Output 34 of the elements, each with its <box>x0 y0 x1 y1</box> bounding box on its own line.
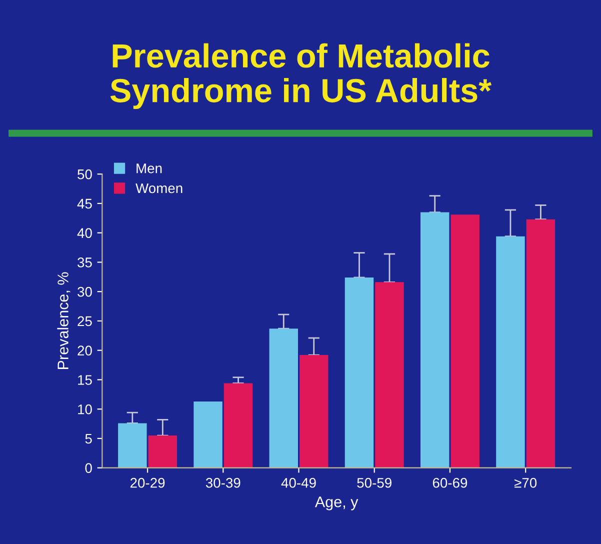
bar <box>375 282 404 468</box>
y-tick-label: 5 <box>85 434 92 444</box>
x-tick-label: 20-29 <box>130 478 165 488</box>
y-tick-label: 20 <box>78 346 92 356</box>
bar <box>300 355 328 468</box>
x-tick-label: 50-59 <box>357 478 392 488</box>
y-tick-label: 30 <box>78 286 92 297</box>
y-tick-label: 15 <box>78 375 92 385</box>
y-tick-label: 50 <box>78 169 92 180</box>
bar <box>450 214 480 468</box>
y-tick-label: 25 <box>78 316 92 326</box>
x-tick-label: 40-49 <box>281 478 316 488</box>
x-tick-label: 30-39 <box>206 478 240 488</box>
bar <box>344 277 374 468</box>
bar <box>194 401 222 468</box>
bar <box>420 212 450 468</box>
x-tick-label: 60-69 <box>432 478 468 488</box>
legend-label: Men <box>136 164 162 174</box>
bar <box>148 436 178 468</box>
x-axis-title: Age, y <box>314 496 358 510</box>
bar <box>224 383 253 468</box>
bar <box>496 236 525 468</box>
y-tick-label: 0 <box>85 463 92 474</box>
x-tick-label: ≥70 <box>514 478 537 488</box>
bar <box>526 219 556 468</box>
bar <box>118 423 147 468</box>
chart-title: Prevalence of Metabolic Syndrome in US Adults* <box>110 43 492 110</box>
legend-label: Women <box>136 183 182 194</box>
y-tick-label: 10 <box>78 404 92 414</box>
bar <box>269 328 298 468</box>
y-tick-label: 40 <box>77 228 92 238</box>
y-tick-label: 45 <box>77 198 92 209</box>
y-axis-title: Prevalence, % <box>57 272 70 369</box>
y-tick-label: 35 <box>78 258 92 268</box>
